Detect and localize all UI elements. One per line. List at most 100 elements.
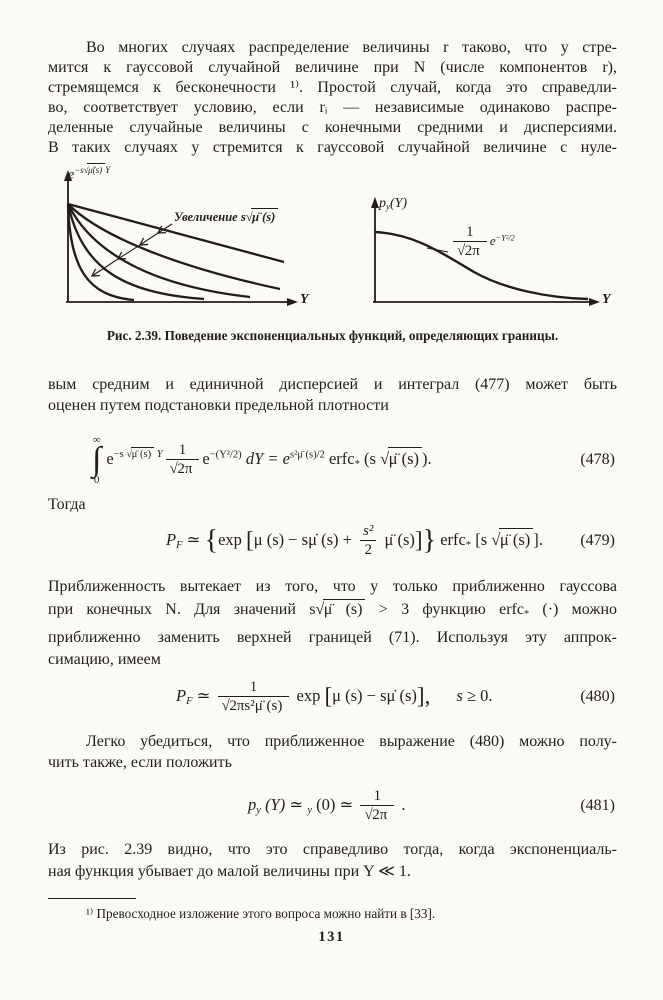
then-word: Тогда: [48, 496, 86, 513]
text-line: приближенно заменить верхней границей (7…: [48, 629, 617, 647]
equation-number: (479): [580, 532, 615, 549]
annotation-text: Увеличение s: [174, 210, 246, 224]
equation-number: (480): [580, 688, 615, 705]
text-line: Из рис. 2.39 видно, что это справедливо …: [48, 841, 617, 858]
text-line: деленные случайные величины с конечными …: [48, 119, 617, 136]
footnote-rule: [48, 898, 136, 899]
pf-variable: P: [166, 529, 177, 549]
exponent: −Y²/2: [495, 233, 515, 243]
fraction: 1 √2π: [165, 441, 200, 479]
radical-sign: √: [245, 210, 253, 224]
paragraph-1: Во многих случаях распределение величины…: [48, 38, 617, 158]
gaussian-curve: [374, 230, 589, 301]
equation-478: ∞ ∫ 0 e−s √μ̈ (s) Y 1 √2π e−(Y²/2) dY = es²μ̈ …: [48, 430, 617, 490]
y-axis-arrow: [64, 170, 72, 181]
equation-481: py (Y) ≃ y (0) ≃ 1 √2π . (481): [48, 783, 617, 829]
curve-4: [66, 203, 205, 301]
x-axis-label: Y: [300, 292, 309, 307]
curve-5: [66, 203, 135, 302]
equation-body: μ̈ (s): [380, 529, 415, 549]
figure-gaussian-density: py(Y) 1 √2π e−Y²/2 Y: [352, 168, 620, 322]
radical-sign: √: [126, 449, 133, 461]
radicand: 2π: [463, 241, 483, 260]
text-line: Легко убедиться, что приближенное выраже…: [86, 733, 617, 750]
close-bracket: ]: [414, 526, 423, 553]
equation-content: py (Y) ≃ y (0) ≃ 1 √2π .: [248, 788, 406, 825]
erfc-star-sub: *: [523, 609, 530, 621]
pf-subscript: F: [176, 539, 183, 551]
increase-annotation: Увеличение s√μ̈ (s): [174, 208, 279, 225]
label-sub: y: [386, 201, 390, 212]
text-line: оценен путем подстановки предельной плот…: [48, 397, 389, 414]
erfc-star-sub: *: [354, 458, 360, 470]
numerator: 1: [466, 224, 474, 240]
x-axis-arrow: [287, 298, 298, 306]
x-axis-arrow: [589, 298, 600, 306]
numerator: 1: [373, 787, 382, 804]
equation-body: μ (s) − sμ̇ (s) +: [253, 529, 357, 549]
y-axis-label: py(Y): [379, 196, 407, 212]
close-paren: ).: [422, 448, 432, 468]
radicand: μ̈ (s): [498, 527, 534, 549]
exponent: −(Y²/2): [209, 449, 242, 461]
period: .: [397, 794, 406, 814]
numerator: 1: [249, 678, 258, 695]
fraction: 1 √2π: [360, 787, 395, 825]
condition-variable: s: [456, 685, 463, 705]
equation-content: PF ≃ {exp [μ (s) − sμ̇ (s) + s² 2 μ̈ (s)]…: [166, 523, 543, 560]
radical-sign: √: [315, 601, 325, 618]
text-line: симацию, имеем: [48, 651, 161, 669]
erfc-function: erfc: [324, 448, 355, 468]
label-sup: −s: [74, 165, 84, 175]
formula-pointer-line: [426, 247, 449, 253]
relation: ≃: [182, 529, 205, 549]
text-line: Приближенность вытекает из того, что y т…: [48, 578, 617, 595]
label-post: (Y): [389, 196, 408, 211]
gaussian-density-plot: [371, 197, 600, 306]
text-line: мится к гауссовой случайной величине при…: [48, 59, 617, 76]
integral-sign: ∫: [92, 441, 102, 479]
equation-number: (478): [580, 451, 615, 468]
radicand: 2πs²μ̈ (s): [228, 696, 286, 714]
radicand: 2π: [176, 459, 196, 477]
open-paren: (s: [359, 448, 381, 468]
integral-upper-limit: ∞: [92, 433, 101, 446]
equation-content: PF ≃ 1 √2πs²μ̈ (s) exp [μ (s) − sμ̇ (s)],…: [176, 679, 493, 716]
py-variable: p: [248, 794, 257, 814]
condition: ≥ 0.: [462, 685, 493, 705]
numerator: s²: [363, 522, 374, 539]
text-line: вым средним и единичной дисперсией и инт…: [48, 376, 617, 393]
integral-lower-limit: 0: [93, 473, 100, 486]
text-line-with-math: при конечных N. Для значений s√μ̈ (s) > …: [48, 598, 617, 627]
figure-caption: Рис. 2.39. Поведение экспоненциальных фу…: [106, 328, 559, 343]
radicand: μ̈ (s): [251, 208, 279, 224]
numerator: 1: [178, 441, 187, 458]
paragraph-3: Приближенность вытекает из того, что y т…: [48, 576, 617, 671]
integral: ∞ ∫ 0: [92, 434, 101, 486]
radicand: μ̈(s): [87, 163, 106, 175]
y-axis-arrow: [371, 197, 379, 208]
equation-body: μ (s) − sμ̇ (s): [332, 685, 417, 705]
open-brace: {: [204, 524, 219, 556]
paragraph-4: Легко убедиться, что приближенное выраже…: [48, 731, 617, 773]
equation-body: (0) ≃: [312, 794, 358, 814]
equation-body: (Y) ≃: [260, 794, 308, 814]
radical-sign: √: [380, 448, 390, 468]
equation-480: PF ≃ 1 √2πs²μ̈ (s) exp [μ (s) − sμ̇ (s)],…: [48, 670, 617, 724]
label-base: p: [379, 196, 386, 211]
curve-2: [67, 203, 281, 291]
figure-exponential-curves: e−s√μ̈(s) Y Увеличение s√μ̈ (s) Y: [52, 163, 344, 322]
equation-number: (481): [580, 797, 615, 814]
radicand: μ̈ (s): [387, 446, 423, 468]
denominator: √2π: [360, 805, 395, 824]
relation: ≃: [192, 685, 215, 705]
radical-sign: √: [169, 461, 178, 477]
radicand: μ̈ (s): [322, 599, 366, 618]
text-line: чить также, если положить: [48, 754, 232, 771]
denominator: 2: [360, 540, 376, 559]
py-subscript: y: [307, 804, 312, 816]
open-bracket: [s: [471, 529, 492, 549]
label-sup-post: Y: [105, 165, 111, 175]
radical-sign: √: [364, 807, 373, 823]
